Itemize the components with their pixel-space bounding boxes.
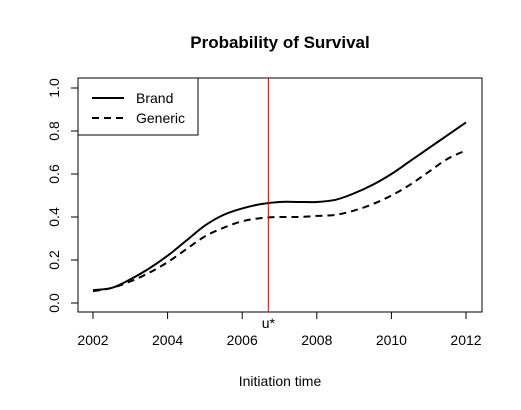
series-line-generic — [92, 149, 467, 293]
chart-title: Probability of Survival — [190, 33, 370, 52]
y-tick-label: 0.2 — [46, 250, 62, 270]
legend-label-brand: Brand — [136, 90, 173, 106]
x-tick-label: 2010 — [376, 332, 407, 348]
x-axis: 2002 2004 2006 2008 2010 2012 — [77, 311, 482, 348]
x-axis-label: Initiation time — [239, 373, 322, 389]
legend-label-generic: Generic — [136, 110, 185, 126]
y-tick-label: 0.0 — [46, 293, 62, 313]
vline-marker-label: u* — [262, 315, 276, 331]
annotation-layer: u* — [262, 78, 276, 331]
y-tick-label: 1.0 — [46, 78, 62, 98]
x-tick-label: 2008 — [301, 332, 332, 348]
x-tick-label: 2012 — [450, 332, 481, 348]
x-tick-label: 2006 — [227, 332, 258, 348]
legend: Brand Generic — [77, 77, 199, 136]
y-tick-label: 0.8 — [46, 121, 62, 141]
series-line-brand — [92, 121, 467, 292]
series-layer — [92, 121, 467, 293]
x-tick-label: 2004 — [152, 332, 183, 348]
x-tick-label: 2002 — [77, 332, 108, 348]
legend-box — [77, 77, 199, 136]
y-tick-label: 0.6 — [46, 164, 62, 184]
y-axis: 0.0 0.2 0.4 0.6 0.8 1.0 — [46, 78, 79, 313]
y-tick-label: 0.4 — [46, 207, 62, 227]
